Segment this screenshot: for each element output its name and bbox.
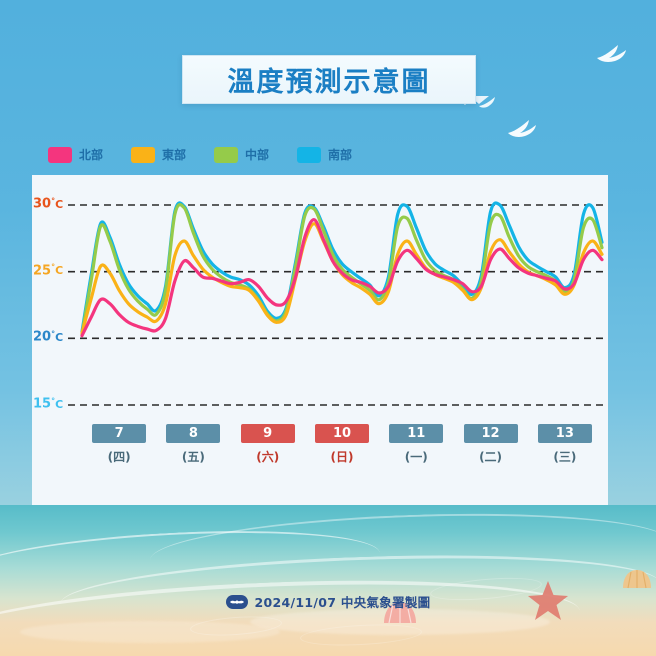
date-badge: 11 [389, 424, 444, 443]
date-column-12[interactable]: 12 (二) [452, 424, 530, 465]
legend-item-east[interactable]: 東部 [131, 146, 186, 163]
date-column-9[interactable]: 9 (六) [229, 424, 307, 465]
weekday-label: (五) [181, 450, 205, 464]
date-column-11[interactable]: 11 (一) [377, 424, 455, 465]
weekday-label: (四) [107, 450, 131, 464]
temperature-line-chart [68, 201, 606, 406]
date-badge: 8 [166, 424, 221, 443]
y-axis-tick-20: 20°C [33, 329, 64, 345]
weekday-label: (六) [256, 450, 280, 464]
series-line-東部 [80, 222, 604, 335]
date-column-10[interactable]: 10 (日) [303, 424, 381, 465]
date-badge: 9 [240, 424, 295, 443]
beach-illustration [0, 505, 656, 656]
legend-swatch-central [214, 146, 239, 163]
page-title: 溫度預測示意圖 [227, 67, 431, 98]
legend-label-central: 中部 [245, 148, 270, 162]
seashell-icon [383, 601, 417, 636]
date-badge: 7 [92, 424, 147, 443]
date-badge: 12 [463, 424, 518, 443]
date-column-13[interactable]: 13 (三) [526, 424, 604, 465]
legend-swatch-south [297, 146, 322, 163]
y-axis-tick-25: 25°C [33, 262, 64, 279]
scallop-shell-icon [622, 569, 652, 600]
cwa-bird-logo-icon [225, 594, 248, 609]
date-axis: 7 (四) 8 (五) 9 (六) 10 (日) 11 (一) 12 (二) 13 (三) [32, 424, 608, 480]
seagull-icon [507, 118, 549, 138]
date-badge: 10 [315, 424, 369, 443]
legend-swatch-north [48, 146, 72, 163]
date-badge: 13 [537, 424, 592, 443]
starfish-icon [525, 579, 571, 630]
seagull-icon [595, 42, 641, 64]
y-axis-tick-30: 30°C [33, 196, 64, 212]
date-column-8[interactable]: 8 (五) [154, 424, 232, 465]
chart-panel [32, 175, 608, 512]
weekday-label: (三) [553, 450, 577, 464]
footer: 2024/11/07 中央氣象署製圖 [0, 592, 656, 611]
legend-swatch-east [131, 146, 156, 163]
page-title-banner: 溫度預測示意圖 [182, 55, 476, 104]
legend-label-south: 南部 [328, 148, 353, 162]
legend-item-central[interactable]: 中部 [214, 146, 269, 163]
y-axis-tick-15: 15°C [33, 396, 64, 412]
series-line-北部 [80, 218, 604, 338]
legend-label-north: 北部 [79, 148, 104, 162]
legend-item-north[interactable]: 北部 [48, 146, 103, 163]
chart-legend: 北部 東部 中部 南部 [48, 146, 380, 163]
foam-patch [20, 621, 280, 643]
series-line-中部 [80, 203, 604, 336]
date-column-7[interactable]: 7 (四) [80, 424, 158, 465]
legend-label-east: 東部 [162, 148, 187, 162]
footer-credit: 2024/11/07 中央氣象署製圖 [254, 595, 431, 610]
weekday-label: (日) [330, 450, 354, 464]
legend-item-south[interactable]: 南部 [297, 146, 352, 163]
weekday-label: (一) [404, 450, 428, 464]
seagull-icon [478, 96, 508, 110]
weekday-label: (二) [479, 450, 503, 464]
